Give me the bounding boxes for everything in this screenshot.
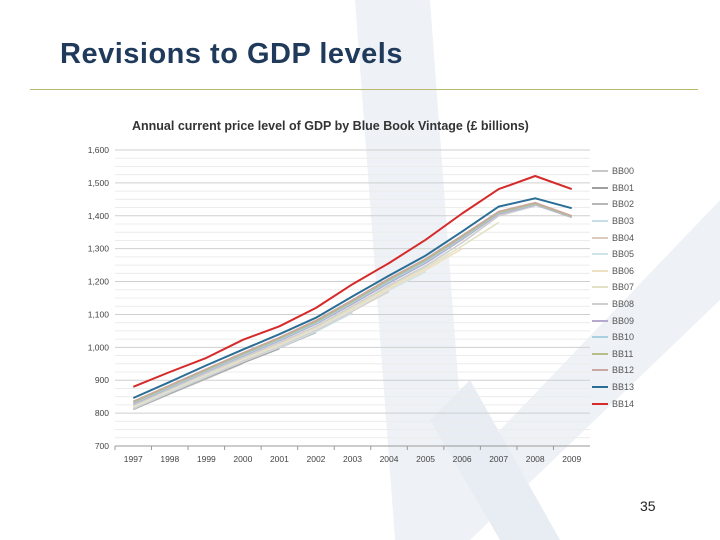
legend-item-bb09: BB09 xyxy=(592,312,652,329)
x-tick-label: 2006 xyxy=(453,454,472,464)
x-tick-label: 2007 xyxy=(489,454,508,464)
series-line-bb08 xyxy=(132,205,536,406)
legend-label: BB06 xyxy=(612,265,635,276)
legend-item-bb00: BB00 xyxy=(592,163,652,180)
y-tick-label: 1,400 xyxy=(88,211,110,221)
x-tick-label: 1999 xyxy=(197,454,216,464)
legend-swatch xyxy=(592,269,608,272)
legend-swatch xyxy=(592,336,608,339)
page-number: 35 xyxy=(640,498,656,514)
y-tick-label: 1,000 xyxy=(88,342,110,352)
y-tick-label: 900 xyxy=(95,375,109,385)
x-tick-label: 1997 xyxy=(124,454,143,464)
legend-label: BB09 xyxy=(612,315,635,326)
legend-swatch xyxy=(592,220,608,223)
legend-label: BB08 xyxy=(612,299,635,310)
legend-label: BB13 xyxy=(612,382,635,393)
legend-swatch xyxy=(592,253,608,256)
series-line-bb12 xyxy=(132,201,572,403)
series-line-bb11 xyxy=(132,202,572,404)
legend-label: BB01 xyxy=(612,182,635,193)
legend-item-bb13: BB13 xyxy=(592,379,652,396)
legend-label: BB00 xyxy=(612,166,635,177)
legend-swatch xyxy=(592,286,608,289)
legend-item-bb10: BB10 xyxy=(592,329,652,346)
legend-item-bb07: BB07 xyxy=(592,279,652,296)
legend-swatch xyxy=(592,170,608,173)
legend-label: BB14 xyxy=(612,398,635,409)
legend-item-bb04: BB04 xyxy=(592,229,652,246)
legend-item-bb02: BB02 xyxy=(592,196,652,213)
title-divider xyxy=(30,89,698,90)
legend-item-bb14: BB14 xyxy=(592,395,652,412)
axis-layer: 700 800 900 1,000 1,100 1,200 1,300 1,400 1,500 1… xyxy=(88,145,590,464)
legend-label: BB04 xyxy=(612,232,635,243)
legend-swatch xyxy=(592,402,608,405)
legend-item-bb01: BB01 xyxy=(592,180,652,197)
legend-item-bb06: BB06 xyxy=(592,263,652,280)
legend-item-bb03: BB03 xyxy=(592,213,652,230)
x-tick-label: 2009 xyxy=(562,454,581,464)
legend-label: BB10 xyxy=(612,332,635,343)
x-tick-label: 2008 xyxy=(526,454,545,464)
gdp-line-chart: Annual current price level of GDP by Blu… xyxy=(88,119,590,464)
legend-swatch xyxy=(592,386,608,389)
x-tick-label: 1998 xyxy=(160,454,179,464)
legend-swatch xyxy=(592,236,608,239)
y-tick-label: 1,100 xyxy=(88,309,110,319)
legend-item-bb11: BB11 xyxy=(592,346,652,363)
legend-label: BB12 xyxy=(612,365,635,376)
x-tick-label: 2001 xyxy=(270,454,289,464)
legend-item-bb12: BB12 xyxy=(592,362,652,379)
y-tick-label: 1,200 xyxy=(88,277,110,287)
legend-label: BB07 xyxy=(612,282,635,293)
y-tick-label: 700 xyxy=(95,441,109,451)
legend-item-bb05: BB05 xyxy=(592,246,652,263)
y-tick-label: 800 xyxy=(95,408,109,418)
x-tick-label: 2004 xyxy=(380,454,399,464)
legend-label: BB02 xyxy=(612,199,635,210)
legend-swatch xyxy=(592,203,608,206)
legend-label: BB03 xyxy=(612,216,635,227)
legend-swatch xyxy=(592,186,608,189)
legend-swatch xyxy=(592,352,608,355)
x-tick-label: 2005 xyxy=(416,454,435,464)
x-tick-label: 2002 xyxy=(307,454,326,464)
legend-swatch xyxy=(592,369,608,372)
chart-legend: BB00 BB01 BB02 BB03 BB04 BB05 BB06 BB07 BB08 BB09… xyxy=(592,163,652,412)
x-tick-label: 2000 xyxy=(233,454,252,464)
legend-label: BB05 xyxy=(612,249,635,260)
legend-swatch xyxy=(592,319,608,322)
legend-label: BB11 xyxy=(612,348,634,359)
series-line-bb14 xyxy=(132,175,573,388)
series-layer xyxy=(132,175,573,411)
y-tick-label: 1,300 xyxy=(88,244,110,254)
x-tick-label: 2003 xyxy=(343,454,362,464)
series-line-bb13 xyxy=(132,197,572,399)
slide-title: Revisions to GDP levels xyxy=(60,38,403,70)
grid-layer xyxy=(115,149,590,447)
legend-item-bb08: BB08 xyxy=(592,296,652,313)
legend-swatch xyxy=(592,303,608,306)
chart-title: Annual current price level of GDP by Blu… xyxy=(132,119,529,133)
y-tick-label: 1,500 xyxy=(88,178,110,188)
y-tick-label: 1,600 xyxy=(88,145,110,155)
